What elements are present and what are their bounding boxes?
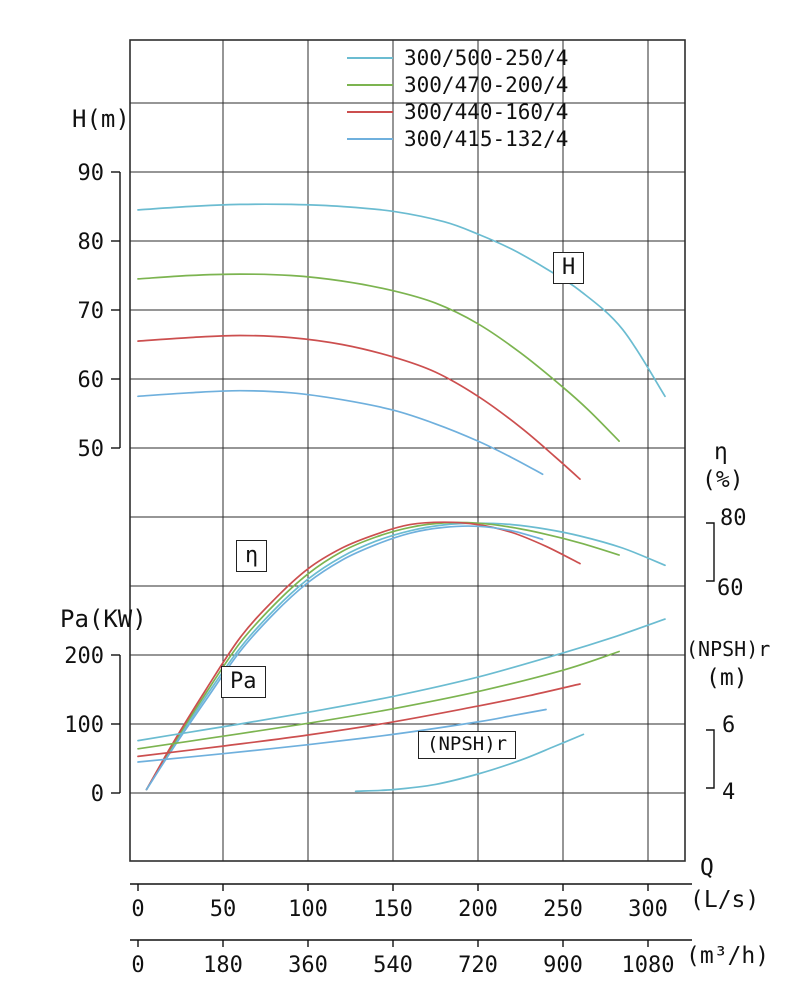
plot-border bbox=[129, 39, 686, 862]
q-lps-tick-label: 100 bbox=[288, 897, 328, 922]
h-tick-label: 90 bbox=[78, 161, 105, 186]
curve-label-npshr: (NPSH)r bbox=[418, 731, 517, 759]
eta-tick-label: 60 bbox=[717, 576, 744, 601]
curve-H-300/470-200/4 bbox=[137, 273, 620, 442]
npshr-tick-label: 4 bbox=[722, 780, 735, 805]
q-m3h-tick-label: 180 bbox=[203, 953, 243, 978]
legend-swatch bbox=[347, 56, 393, 59]
h-axis-title: H(m) bbox=[72, 105, 130, 133]
eta-axis-symbol: η bbox=[714, 439, 728, 465]
q-lps-tick-label: 150 bbox=[373, 897, 413, 922]
h-tick-label: 60 bbox=[78, 368, 105, 393]
q-axis-unit: (L/s) bbox=[690, 887, 760, 913]
legend-swatch bbox=[347, 110, 393, 113]
npshr-axis-title: (NPSH)r bbox=[686, 637, 771, 661]
curve-Pa-300/470-200/4 bbox=[137, 650, 620, 750]
q-m3h-tick-label: 0 bbox=[131, 953, 144, 978]
legend-item: 300/470-200/4 bbox=[347, 71, 568, 98]
curve-label-eta: η bbox=[236, 540, 268, 572]
q-lps-tick-label: 0 bbox=[131, 897, 144, 922]
eta-axis-unit: (%) bbox=[702, 467, 744, 493]
q-lps-tick-label: 250 bbox=[543, 897, 583, 922]
h-tick-label: 50 bbox=[78, 437, 105, 462]
curve-H-300/500-250/4 bbox=[137, 203, 666, 398]
legend-item: 300/415-132/4 bbox=[347, 125, 568, 152]
q-axis-label: Q bbox=[700, 855, 714, 881]
curve-eta-300/470-200/4 bbox=[145, 521, 620, 791]
curve-eta-300/415-132/4 bbox=[145, 525, 544, 791]
pa-axis-title: Pa(KW) bbox=[60, 605, 147, 633]
npshr-axis-unit: (m) bbox=[706, 665, 748, 691]
legend-label: 300/415-132/4 bbox=[404, 126, 569, 151]
legend-item: 300/500-250/4 bbox=[347, 44, 568, 71]
curve-eta-300/440-160/4 bbox=[145, 521, 581, 791]
legend-swatch bbox=[347, 137, 393, 140]
m3h-axis-unit: (m³/h) bbox=[686, 943, 770, 969]
q-m3h-tick-label: 360 bbox=[288, 953, 328, 978]
q-m3h-tick-label: 900 bbox=[543, 953, 583, 978]
pa-tick-label: 0 bbox=[91, 782, 104, 807]
curve-Pa-300/500-250/4 bbox=[137, 618, 666, 742]
curve-Pa-300/440-160/4 bbox=[137, 683, 581, 758]
q-lps-tick-label: 200 bbox=[458, 897, 498, 922]
legend-label: 300/500-250/4 bbox=[404, 45, 569, 70]
q-m3h-tick-label: 540 bbox=[373, 953, 413, 978]
h-tick-label: 70 bbox=[78, 299, 105, 324]
pa-tick-label: 100 bbox=[64, 713, 104, 738]
pa-tick-label: 200 bbox=[64, 644, 104, 669]
curve-eta-300/500-250/4 bbox=[145, 522, 666, 791]
npshr-tick-label: 6 bbox=[722, 713, 735, 738]
curve-NPSHr-300/500-250/4 bbox=[354, 733, 585, 793]
curve-label-H: H bbox=[553, 252, 585, 284]
q-m3h-tick-label: 720 bbox=[458, 953, 498, 978]
npshr-axis-bracket bbox=[706, 729, 715, 789]
eta-tick-label: 80 bbox=[720, 506, 747, 531]
legend-label: 300/440-160/4 bbox=[404, 99, 569, 124]
curve-H-300/440-160/4 bbox=[137, 334, 581, 480]
legend-label: 300/470-200/4 bbox=[404, 72, 569, 97]
legend-swatch bbox=[347, 83, 393, 86]
curve-label-pa: Pa bbox=[221, 666, 266, 698]
q-lps-tick-label: 300 bbox=[628, 897, 668, 922]
legend-item: 300/440-160/4 bbox=[347, 98, 568, 125]
h-tick-label: 80 bbox=[78, 230, 105, 255]
curve-H-300/415-132/4 bbox=[137, 389, 544, 476]
eta-axis-bracket bbox=[706, 522, 715, 582]
q-m3h-tick-label: 1080 bbox=[622, 953, 675, 978]
legend: 300/500-250/4 300/470-200/4 300/440-160/4 3… bbox=[347, 44, 568, 152]
curve-Pa-300/415-132/4 bbox=[137, 708, 547, 763]
q-lps-tick-label: 50 bbox=[210, 897, 237, 922]
